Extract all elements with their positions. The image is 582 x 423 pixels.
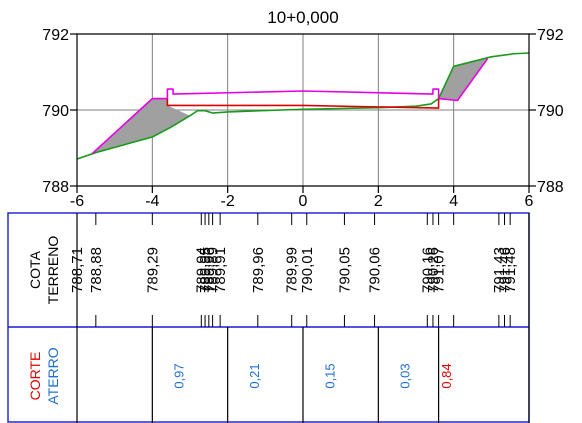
elevation-label: 790,01 xyxy=(299,247,316,293)
elevation-label: 788,88 xyxy=(88,247,105,293)
x-tick-label: 4 xyxy=(449,193,458,210)
volume-label-aterro: 0,21 xyxy=(247,363,262,388)
elevation-label: 791,07 xyxy=(431,247,448,293)
elevation-label: 791,46 xyxy=(497,247,514,293)
row-label-aterro: ATERRO xyxy=(45,347,61,404)
series-cut_slope_left xyxy=(91,97,168,155)
series-subgrade xyxy=(166,98,440,109)
fill-area-left_fill xyxy=(92,98,190,154)
y-tick-label-right: 792 xyxy=(537,27,564,44)
chart-title: 10+0,000 xyxy=(267,8,338,27)
y-tick-label-left: 788 xyxy=(42,179,69,196)
series-terrain xyxy=(76,52,530,160)
volume-label-aterro: 0,03 xyxy=(398,363,413,388)
x-tick-label: 0 xyxy=(299,193,308,210)
y-tick-label-right: 790 xyxy=(537,103,564,120)
x-tick-label: -6 xyxy=(70,193,84,210)
row-label-terreno: TERRENO xyxy=(45,236,61,305)
elevation-label: 789,95 xyxy=(197,247,214,293)
elevation-label: 790,06 xyxy=(367,247,384,293)
x-tick-label: 6 xyxy=(525,193,534,210)
elevation-label: 789,94 xyxy=(193,247,210,293)
fill-area-right_fill xyxy=(438,58,488,109)
plot-area: 788 788 790 790 792 792 -6 -4 -2 0 2 4 6 xyxy=(42,27,564,210)
volume-label-aterro: 0,97 xyxy=(172,363,187,388)
elevation-label: 791,43 xyxy=(491,247,508,293)
elevation-label: 790,26 xyxy=(425,247,442,293)
y-tick-label-left: 790 xyxy=(42,103,69,120)
y-tick-label-right: 788 xyxy=(537,179,564,196)
x-tick-label: -4 xyxy=(145,193,159,210)
x-tick-label: -2 xyxy=(221,193,235,210)
elevation-label: 790,16 xyxy=(419,247,436,293)
elevation-label: 789,29 xyxy=(144,247,161,293)
series-road_surface xyxy=(166,88,440,99)
volume-label-aterro: 0,15 xyxy=(322,363,337,388)
series-cut_slope_right xyxy=(438,58,489,102)
elevation-label: 789,89 xyxy=(205,247,222,293)
elevation-label: 789,96 xyxy=(201,247,218,293)
elevation-label: 788,71 xyxy=(69,247,86,293)
elevation-label: 789,91 xyxy=(212,247,229,293)
y-tick-label-left: 792 xyxy=(42,27,69,44)
x-tick-label: 2 xyxy=(374,193,383,210)
elevation-label: 789,96 xyxy=(250,247,267,293)
data-table: COTA TERRENO CORTE ATERRO 788,71 788,88 789,29… xyxy=(7,212,530,423)
table-frame xyxy=(7,212,530,423)
elevation-label: 789,99 xyxy=(284,247,301,293)
elevation-label: 790,05 xyxy=(336,247,353,293)
row-label-corte: CORTE xyxy=(27,352,43,401)
row-label-cota: COTA xyxy=(27,250,43,289)
volume-label-corte: 0,84 xyxy=(439,363,454,388)
elevation-label: 791,48 xyxy=(502,247,519,293)
